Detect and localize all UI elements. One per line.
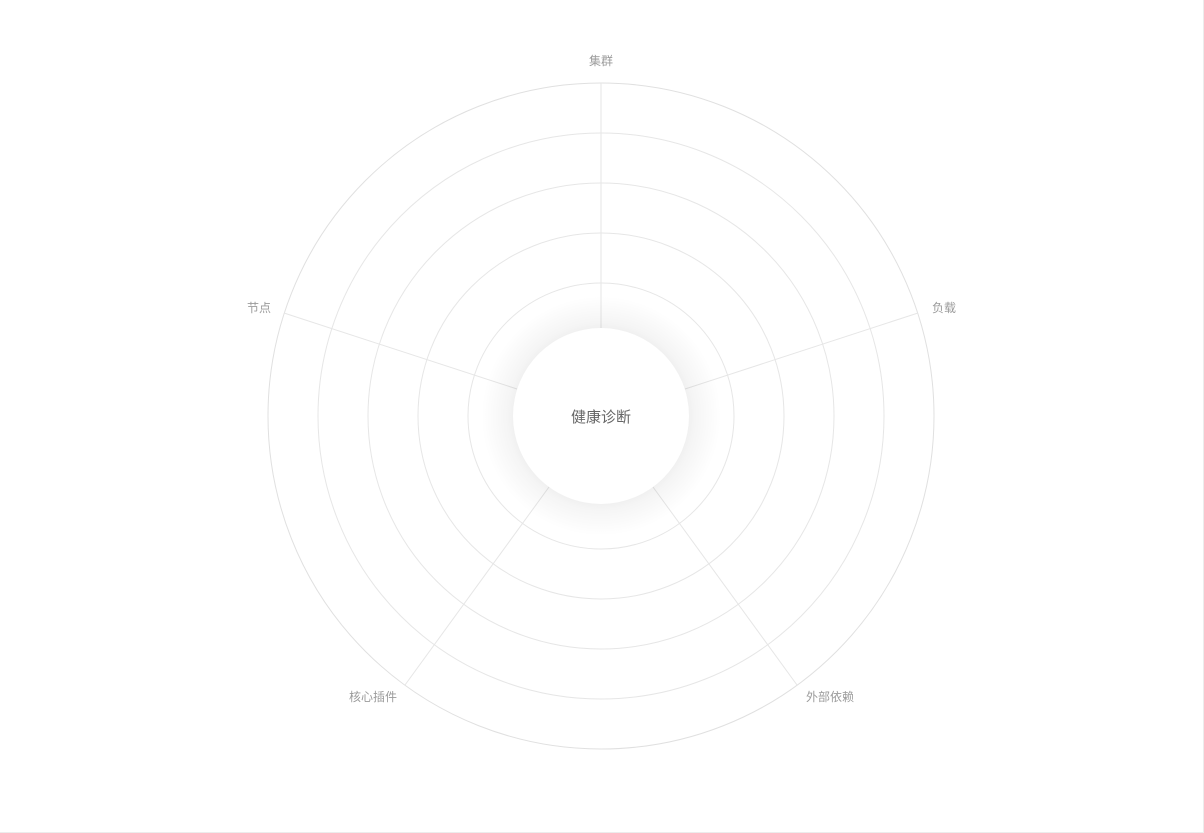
spoke-core-plugins [404, 486, 550, 686]
axis-label-workload: 负载 [932, 301, 956, 315]
axis-label-core-plugins: 核心插件 [349, 690, 397, 704]
axis-label-cluster: 集群 [589, 53, 613, 68]
axis-label-external-deps: 外部依赖 [806, 689, 854, 704]
spoke-external-deps [652, 486, 798, 686]
spoke-workload [684, 312, 919, 390]
spoke-node [283, 312, 518, 390]
radar-spokes [283, 83, 919, 686]
axis-label-node: 节点 [247, 301, 271, 315]
radar-axis-labels: 集群 负载 外部依赖 核心插件 节点 [247, 53, 956, 704]
center-title: 健康诊断 [571, 408, 631, 426]
center-disc [513, 328, 689, 504]
